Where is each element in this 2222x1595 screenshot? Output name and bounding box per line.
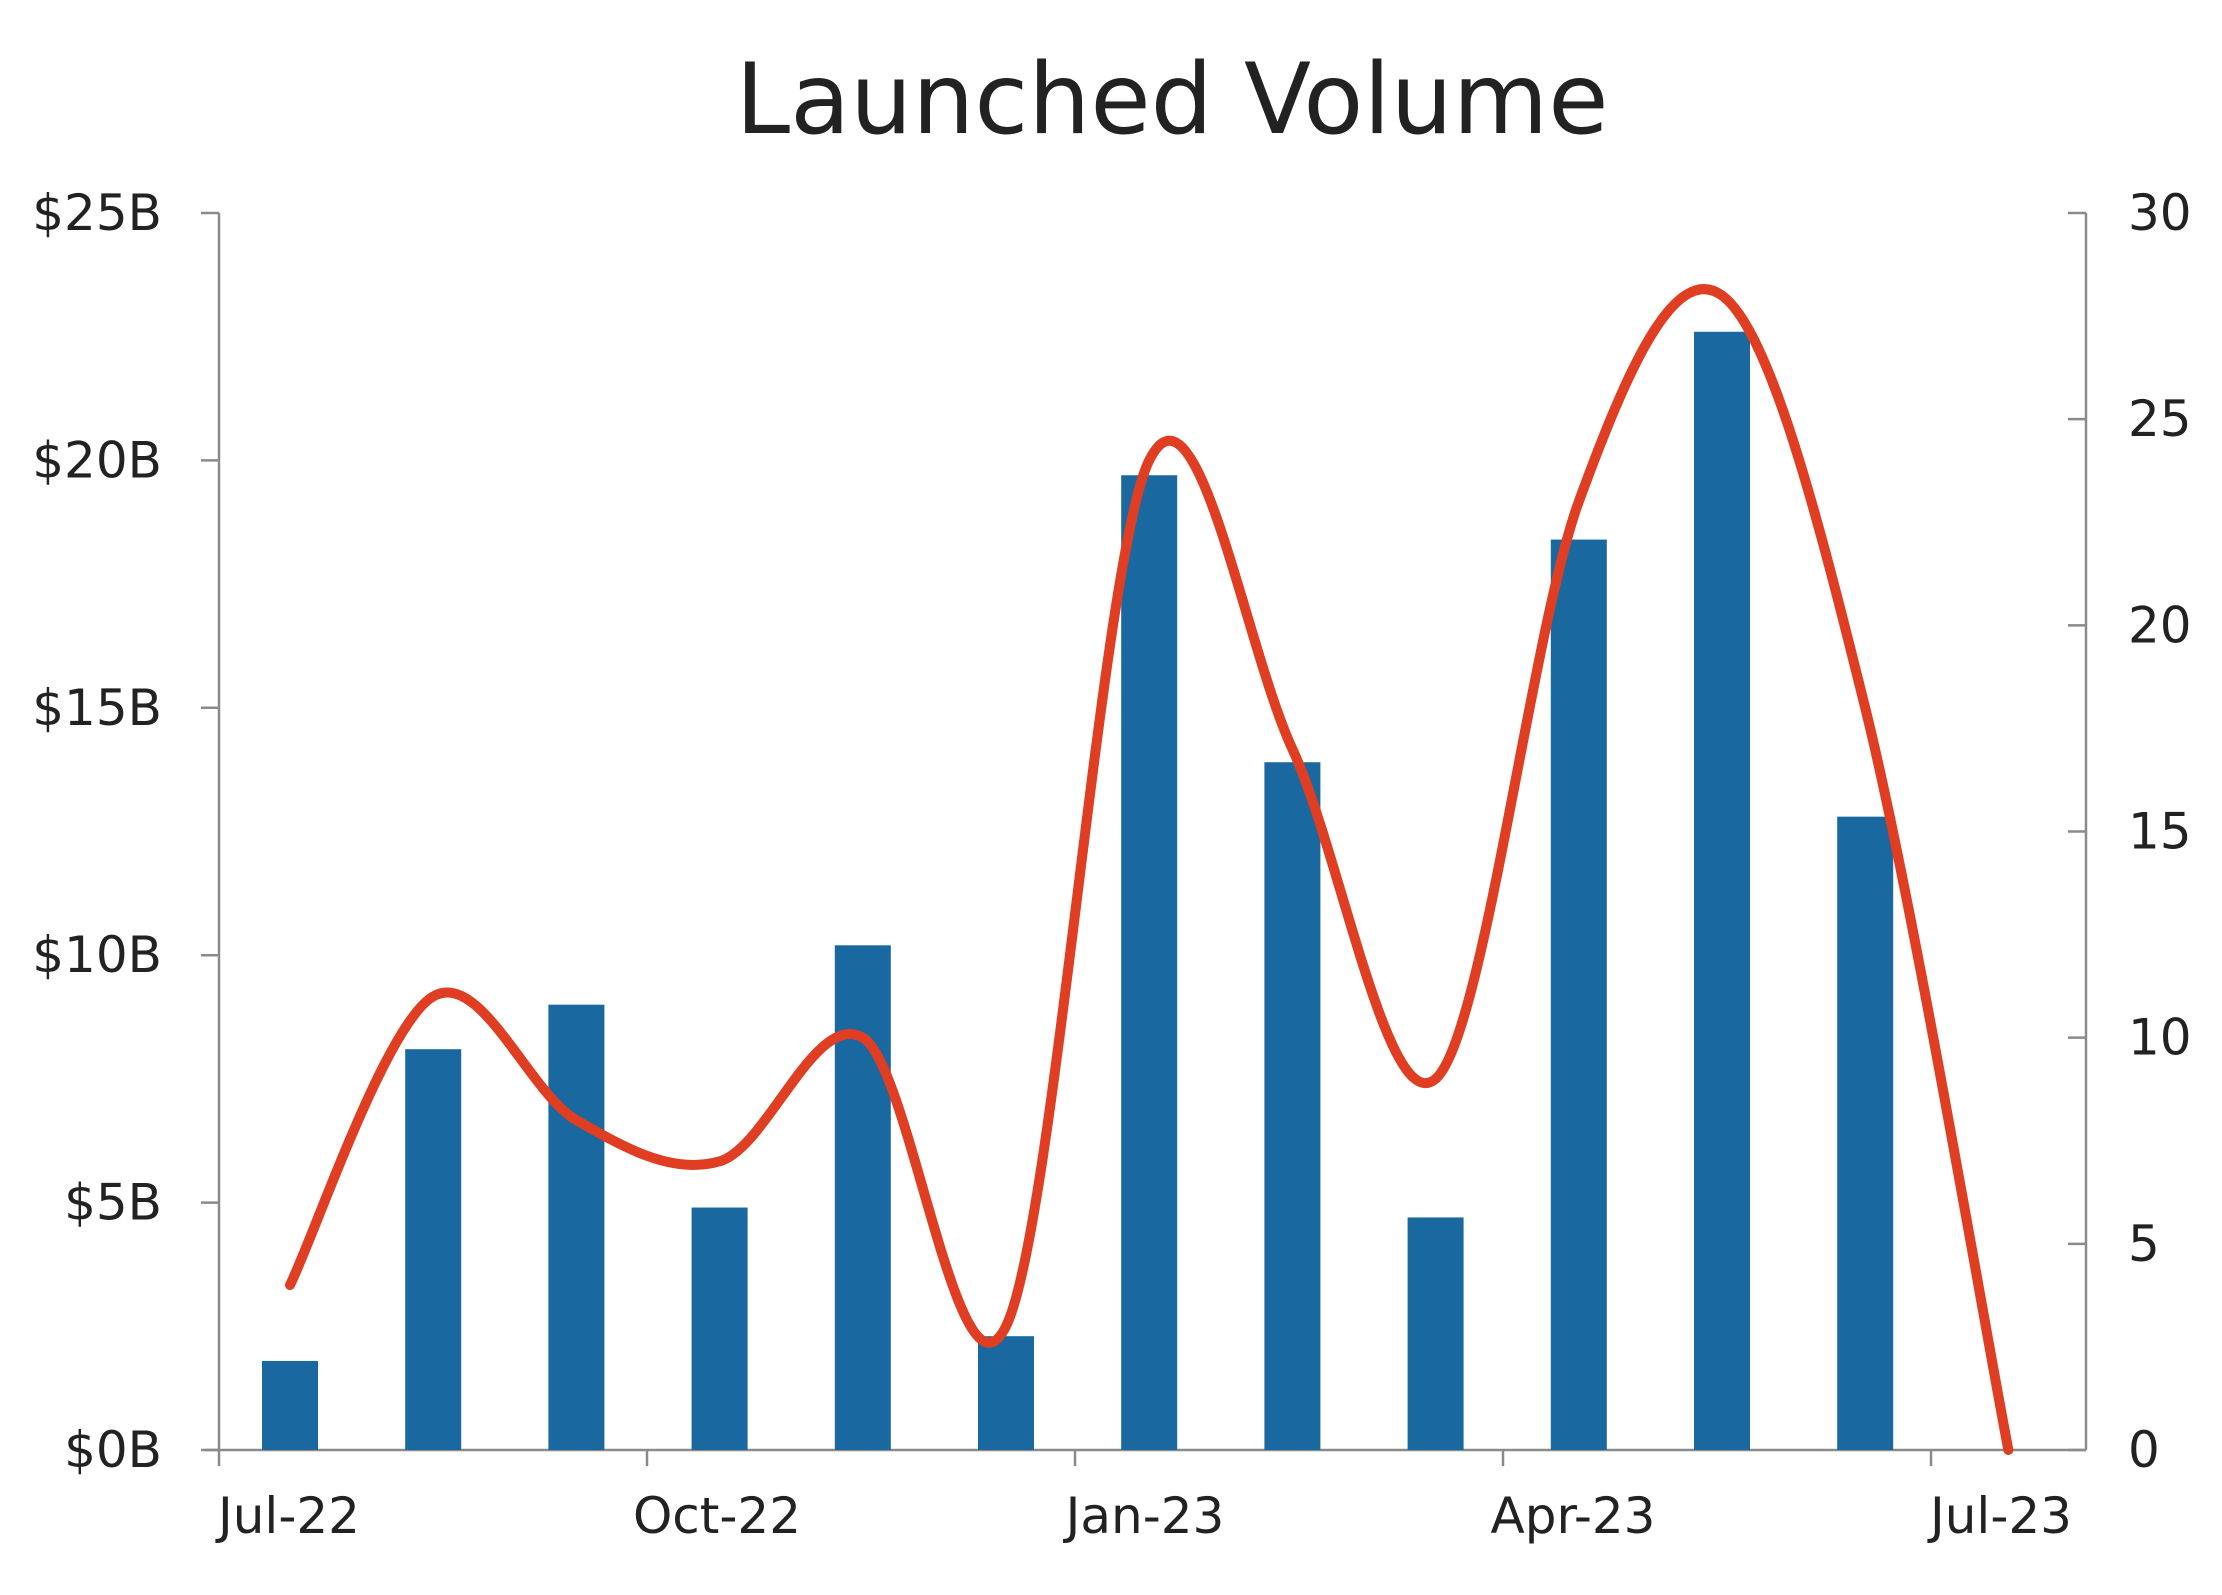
x-tick-label: Jul-23 <box>1927 1487 2072 1545</box>
bar <box>1407 1217 1464 1450</box>
y2-tick-label: 0 <box>2128 1421 2160 1479</box>
x-tick-label: Apr-23 <box>1491 1487 1656 1545</box>
y2-tick-label: 15 <box>2128 803 2192 861</box>
y-tick-label: $25B <box>32 184 162 242</box>
x-tick-label: Jul-22 <box>215 1487 360 1545</box>
bar <box>1121 475 1178 1450</box>
bar <box>1837 816 1894 1450</box>
y-tick-label: $10B <box>32 926 162 984</box>
bar <box>834 945 891 1450</box>
y-tick-label: $0B <box>64 1421 162 1479</box>
y2-tick-label: 25 <box>2128 390 2192 448</box>
tick-labels: $0B $5B $10B $15B $20B $25B 0 5 10 15 20 25 30 Jul-22… <box>32 184 2191 1545</box>
bar <box>1550 539 1607 1450</box>
line-series <box>285 284 2014 1455</box>
bar <box>691 1207 748 1450</box>
y2-tick-label: 10 <box>2128 1009 2192 1067</box>
y2-tick-label: 20 <box>2128 596 2192 654</box>
bar-series <box>262 331 1894 1451</box>
x-tick-label: Jan-23 <box>1063 1487 1225 1545</box>
bar <box>262 1360 318 1450</box>
bar <box>548 1004 605 1450</box>
bar <box>1264 762 1321 1450</box>
bar <box>1694 331 1750 1451</box>
y2-tick-label: 5 <box>2128 1215 2160 1273</box>
y2-tick-label: 30 <box>2128 184 2192 242</box>
y-tick-label: $15B <box>32 679 162 737</box>
series-line <box>285 284 2014 1455</box>
bar <box>405 1049 462 1450</box>
y-tick-label: $5B <box>64 1174 162 1232</box>
x-tick-label: Oct-22 <box>633 1487 801 1545</box>
bar <box>978 1336 1034 1450</box>
y-tick-label: $20B <box>32 431 162 489</box>
chart-title: Launched Volume <box>735 43 1608 157</box>
